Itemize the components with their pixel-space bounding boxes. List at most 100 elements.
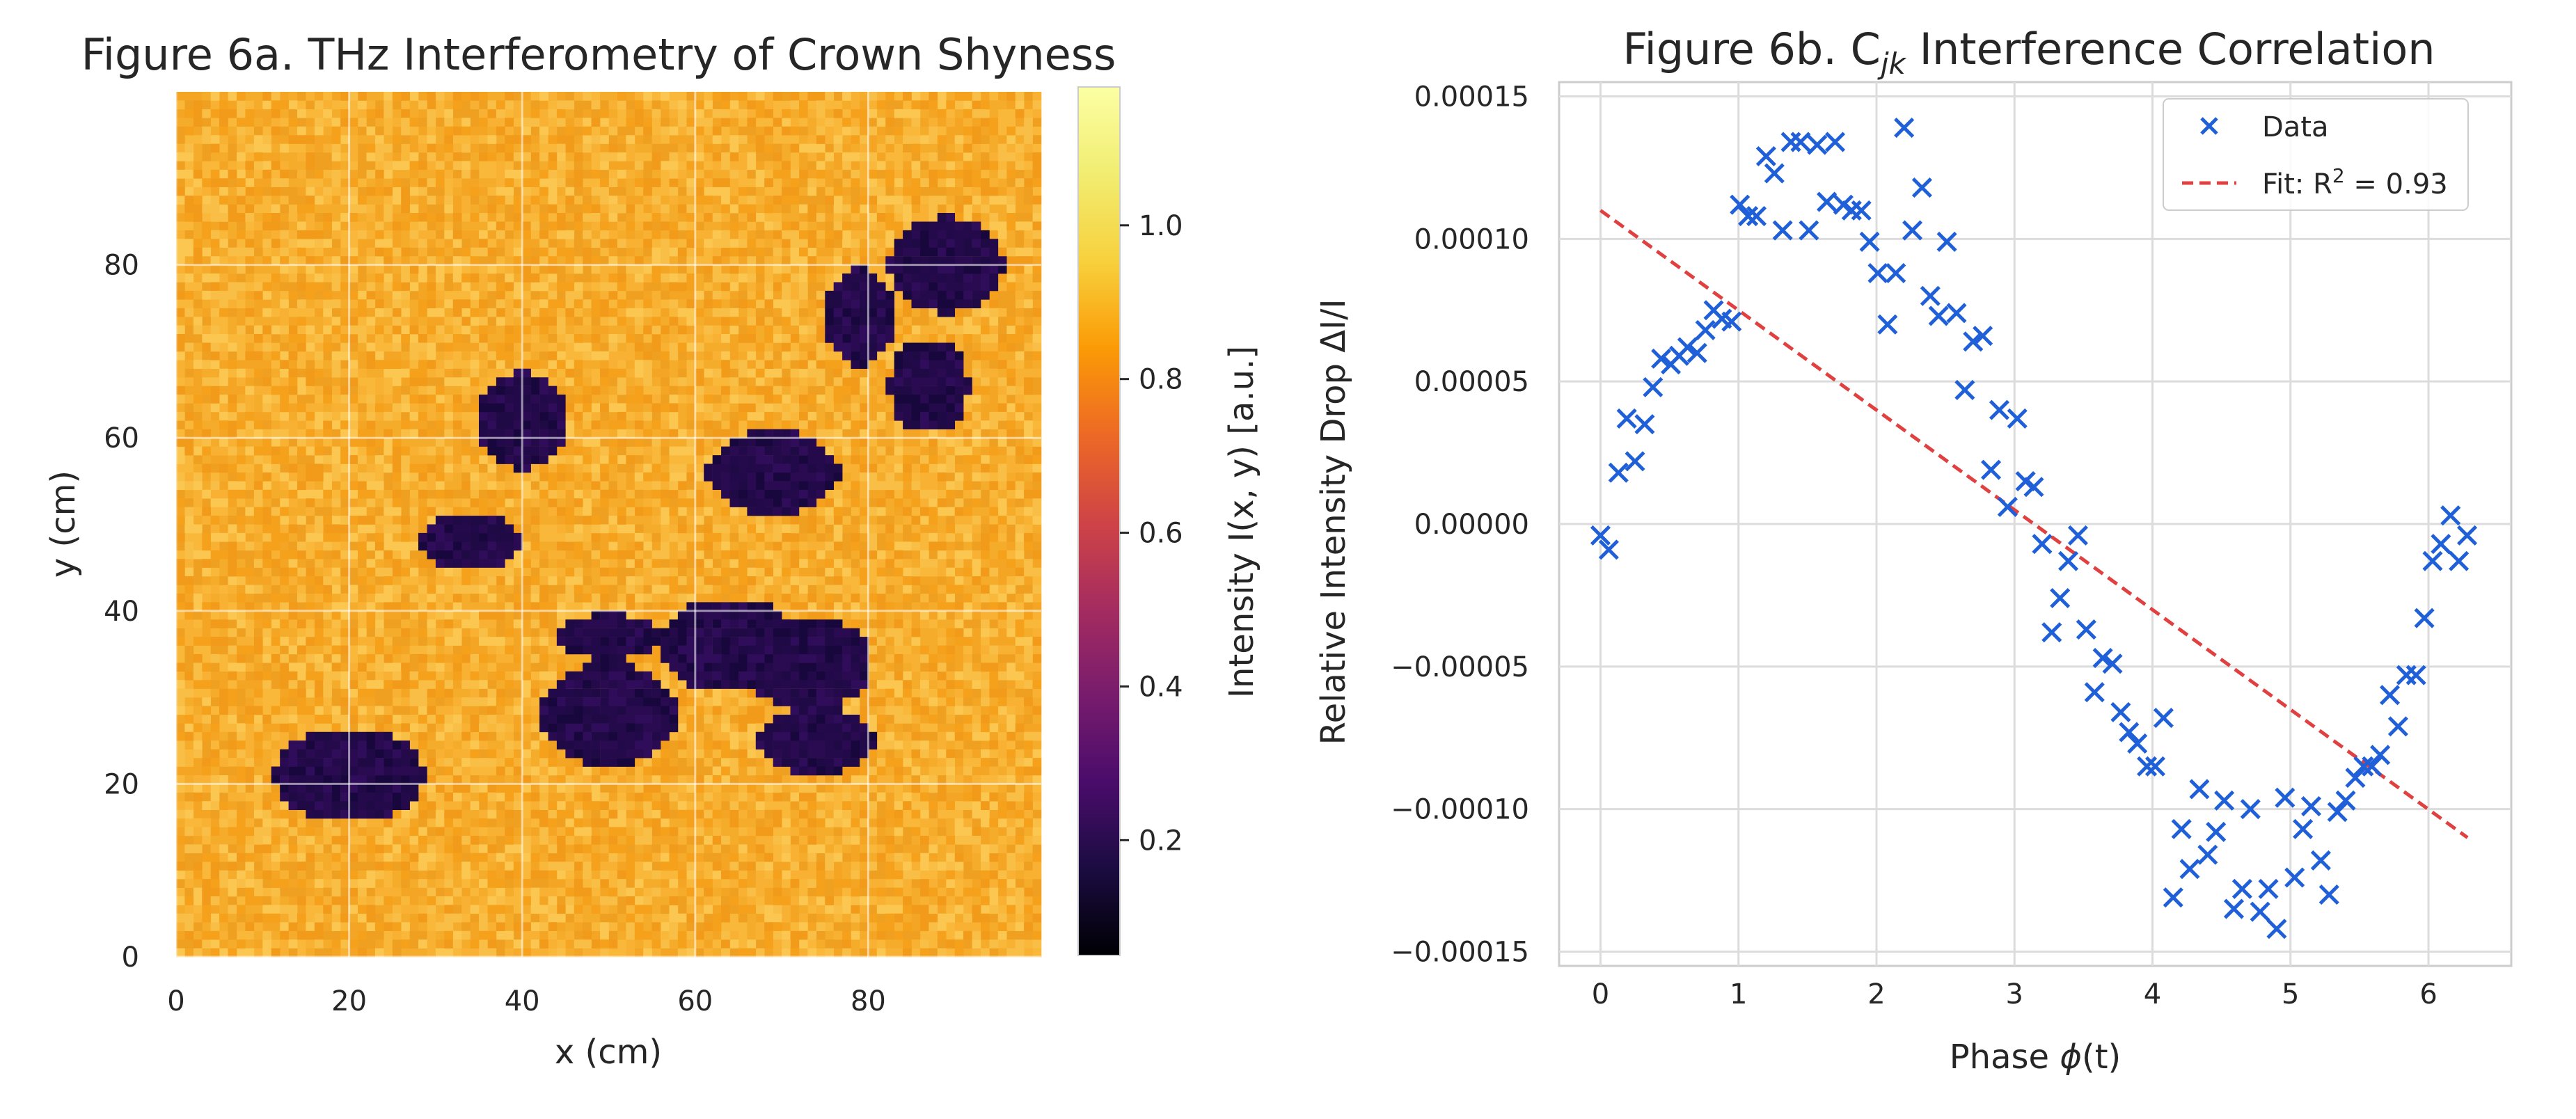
data-point (2275, 787, 2296, 808)
scatter-y-tick-label: −0.00010 (1391, 794, 1529, 826)
canopy-gap-cells (280, 740, 402, 819)
canopy-gap (885, 342, 972, 430)
heatmap-grid (175, 92, 1041, 958)
data-point (1920, 285, 1941, 306)
heatmap-y-tick-label: 60 (104, 422, 139, 454)
scatter-x-tick-label: 0 (1592, 978, 1609, 1010)
canopy-gap-cells (894, 351, 956, 430)
canopy-gap-cells (297, 731, 419, 819)
data-point (2119, 722, 2140, 743)
data-point (2250, 901, 2270, 922)
data-point (1867, 262, 1888, 284)
scatter-chart: Figure 6b. Cjk Interference Correlation … (1314, 24, 2513, 1077)
data-point (1616, 408, 1637, 429)
colorbar-tick-label: 0.8 (1139, 364, 1183, 396)
canopy-gap-cells (574, 610, 644, 663)
data-point (1721, 311, 1742, 332)
data-point (1894, 118, 1915, 138)
data-point (1755, 145, 1776, 167)
colorbar-tick-label: 0.2 (1139, 825, 1183, 857)
canopy-gap-cells (894, 342, 964, 421)
data-point (2240, 799, 2261, 820)
scatter-y-tick-label: 0.00005 (1414, 366, 1529, 398)
data-point (2345, 768, 2366, 788)
data-point (1643, 376, 1664, 397)
data-point (2293, 818, 2314, 839)
heatmap-y-tick-label: 40 (104, 596, 139, 628)
data-point (2414, 608, 2435, 628)
heatmap-x-ticks: 0 20 40 60 80 (167, 985, 886, 1017)
data-point (2171, 818, 2192, 839)
scatter-x-tick-label: 4 (2144, 978, 2161, 1010)
scatter-x-tick-label: 5 (2282, 978, 2299, 1010)
colorbar-tick-label: 0.4 (1139, 671, 1183, 703)
canopy-gap (271, 731, 427, 819)
scatter-y-tick-label: −0.00015 (1391, 937, 1529, 969)
legend-data-label: Data (2262, 111, 2329, 143)
data-point (2223, 898, 2245, 919)
canopy-gap-cells (427, 516, 505, 568)
heatmap-x-axis-label: x (cm) (555, 1033, 662, 1072)
scatter-grid (1559, 82, 2511, 966)
heatmap-y-axis-label: y (cm) (44, 470, 83, 578)
data-point (2440, 505, 2461, 526)
scatter-y-tick-label: 0.00015 (1414, 81, 1529, 113)
canopy-gap-cells (894, 342, 972, 430)
canopy-gap-cells (747, 619, 869, 706)
heatmap-x-tick-label: 80 (851, 985, 886, 1017)
canopy-gap (747, 619, 869, 706)
data-point (2449, 550, 2470, 571)
data-point (1963, 331, 1984, 352)
data-point (1807, 134, 1828, 155)
data-point (2127, 733, 2148, 754)
data-point (1989, 399, 2009, 420)
data-point (2379, 685, 2401, 706)
data-point (2067, 525, 2088, 546)
data-point (2144, 756, 2166, 777)
heatmap-title: Figure 6a. THz Interferometry of Crown S… (81, 29, 1116, 80)
heatmap-x-tick-label: 60 (677, 985, 713, 1017)
data-point (1746, 206, 1767, 227)
canopy-gap-cells (487, 386, 566, 464)
heatmap-x-tick-label: 40 (505, 985, 540, 1017)
data-point (1877, 314, 1898, 335)
data-point (2422, 550, 2443, 571)
canopy-gap-cells (556, 610, 652, 655)
canopy-gap-cells (894, 213, 990, 317)
data-point (2023, 477, 2044, 498)
legend-box (2163, 98, 2469, 211)
data-point (2318, 884, 2339, 905)
scatter-title: Figure 6b. Cjk Interference Correlation (1622, 24, 2435, 81)
scatter-points (1590, 118, 2478, 939)
data-point (1981, 459, 2002, 480)
data-point (1859, 231, 1880, 252)
data-point (2102, 653, 2123, 674)
colorbar-label: Intensity I(x, y) [a.u.] (1222, 346, 1261, 698)
data-point (1772, 220, 1793, 241)
scatter-x-axis-label: Phase ϕ(t) (1950, 1038, 2121, 1077)
data-point (2110, 701, 2131, 722)
canopy-gap-cells (894, 342, 972, 430)
data-point (1764, 163, 1785, 184)
data-point (2370, 745, 2391, 765)
data-point (1625, 451, 1645, 472)
canopy-gap-cells (842, 282, 895, 352)
data-point (2284, 867, 2305, 888)
canopy-gap-cells (894, 230, 1007, 309)
canopy-gap-cells (661, 602, 773, 681)
canopy-gap-cells (773, 715, 878, 759)
data-point (2362, 756, 2383, 777)
data-point (1997, 496, 2018, 517)
colorbar-tick-label: 1.0 (1139, 210, 1183, 242)
data-point (1790, 132, 1811, 152)
data-point (1695, 319, 1716, 340)
data-point (2214, 790, 2235, 811)
data-point (1799, 220, 1819, 241)
colorbar-gradient (1077, 86, 1121, 956)
heatmap-y-ticks: 0 20 40 60 80 (104, 250, 139, 974)
legend-data-marker (2200, 117, 2218, 135)
scatter-x-ticks: 0 1 2 3 4 5 6 (1592, 978, 2437, 1010)
canopy-gap-cells (661, 602, 791, 681)
data-point (1730, 194, 1751, 215)
data-point (2084, 682, 2105, 703)
